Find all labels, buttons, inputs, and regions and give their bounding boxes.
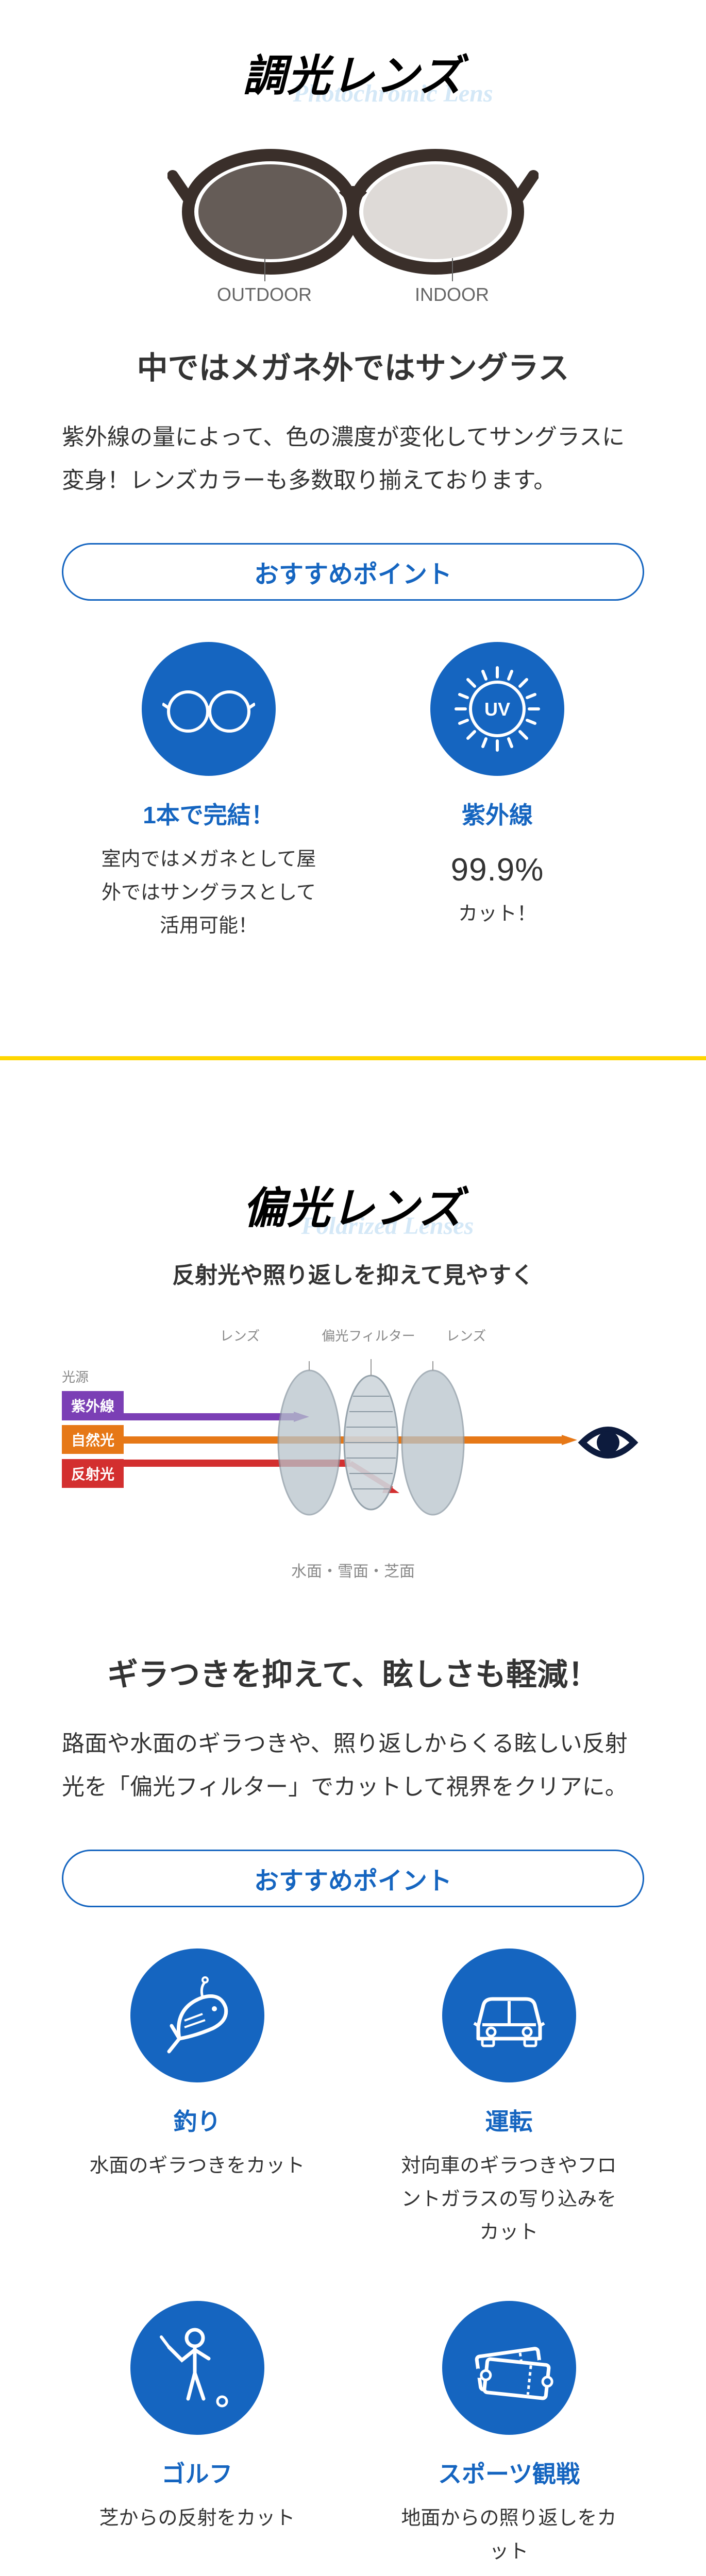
section2-title-jp: 偏光レンズ <box>62 1174 644 1236</box>
section1-pill: おすすめポイント <box>62 543 644 601</box>
point-fishing-title: 釣り <box>89 2103 306 2137</box>
section2-title: 偏光レンズ Polarized Lenses <box>62 1174 644 1236</box>
fishing-icon <box>130 1948 264 2082</box>
point-driving-title: 運転 <box>401 2103 617 2137</box>
tickets-icon <box>442 2301 576 2435</box>
label-outdoor: OUTDOOR <box>217 284 312 306</box>
diagram-label-filter: 偏光フィルター <box>322 1326 415 1345</box>
light-labels: 光源 紫外線 自然光 反射光 <box>62 1367 124 1493</box>
svg-text:UV: UV <box>484 699 510 720</box>
point-golf: ゴルフ 芝からの反射をカット <box>89 2301 306 2568</box>
point-driving-desc: 対向車のギラつきやフロントガラスの写り込みをカット <box>401 2149 617 2249</box>
section2-pill: おすすめポイント <box>62 1850 644 1907</box>
section1-body: 紫外線の量によって、色の濃度が変化してサングラスに変身！レンズカラーも多数取り揃… <box>62 416 644 502</box>
section1-title-jp: 調光レンズ <box>62 41 644 104</box>
diagram-label-lens2: レンズ <box>446 1326 486 1345</box>
uv-sun-icon: UV <box>430 642 564 776</box>
point1-title: 1本で完結！ <box>100 796 317 831</box>
label-natural: 自然光 <box>62 1425 124 1454</box>
point-sports: スポーツ観戦 地面からの照り返しをカット <box>401 2301 617 2568</box>
section2-headline: ギラつきを抑えて、眩しさも軽減！ <box>62 1653 644 1697</box>
section1-points: 1本で完結！ 室内ではメガネとして屋外ではサングラスとして活用可能！ UV <box>62 642 644 943</box>
section2-pill-text: おすすめポイント <box>254 1868 452 1895</box>
section-divider <box>0 1056 706 1060</box>
point-golf-desc: 芝からの反射をカット <box>89 2502 306 2535</box>
point-sports-title: スポーツ観戦 <box>401 2455 617 2489</box>
section2-points: 釣り 水面のギラつきをカット 運転 対向車のギラつきやフロントガラスの写 <box>62 1948 644 2568</box>
diagram-title: 反射光や照り返しを抑えて見やすく <box>62 1257 644 1290</box>
photochromic-glasses-image <box>62 134 644 279</box>
section1-headline: 中ではメガネ外ではサングラス <box>62 347 644 390</box>
glasses-icon <box>142 642 276 776</box>
glasses-labels: OUTDOOR INDOOR <box>62 284 644 306</box>
point2-stat: 99.9% カット！ <box>389 843 606 930</box>
point-all-in-one: 1本で完結！ 室内ではメガネとして屋外ではサングラスとして活用可能！ <box>100 642 317 943</box>
point1-desc: 室内ではメガネとして屋外ではサングラスとして活用可能！ <box>100 843 317 943</box>
point-golf-title: ゴルフ <box>89 2455 306 2489</box>
label-uv: 紫外線 <box>62 1391 124 1420</box>
label-reflect: 反射光 <box>62 1459 124 1488</box>
car-icon <box>442 1948 576 2082</box>
diagram-label-lens1: レンズ <box>220 1326 260 1345</box>
polarized-diagram: レンズ 偏光フィルター レンズ <box>62 1315 644 1612</box>
section1-title: 調光レンズ Photochromic Lens <box>62 41 644 104</box>
label-light-source: 光源 <box>62 1367 124 1386</box>
section1-pill-text: おすすめポイント <box>254 561 452 588</box>
diagram-footer: 水面・雪面・芝面 <box>62 1558 644 1581</box>
label-indoor: INDOOR <box>415 284 489 306</box>
section2-body: 路面や水面のギラつきや、照り返しからくる眩しい反射光を「偏光フィルター」でカット… <box>62 1722 644 1808</box>
point-driving: 運転 対向車のギラつきやフロントガラスの写り込みをカット <box>401 1948 617 2249</box>
point2-title: 紫外線 <box>389 796 606 831</box>
point-fishing-desc: 水面のギラつきをカット <box>89 2149 306 2183</box>
point-sports-desc: 地面からの照り返しをカット <box>401 2502 617 2568</box>
golf-icon <box>130 2301 264 2435</box>
point-fishing: 釣り 水面のギラつきをカット <box>89 1948 306 2249</box>
point-uv: UV 紫外線 99.9% カット！ <box>389 642 606 943</box>
